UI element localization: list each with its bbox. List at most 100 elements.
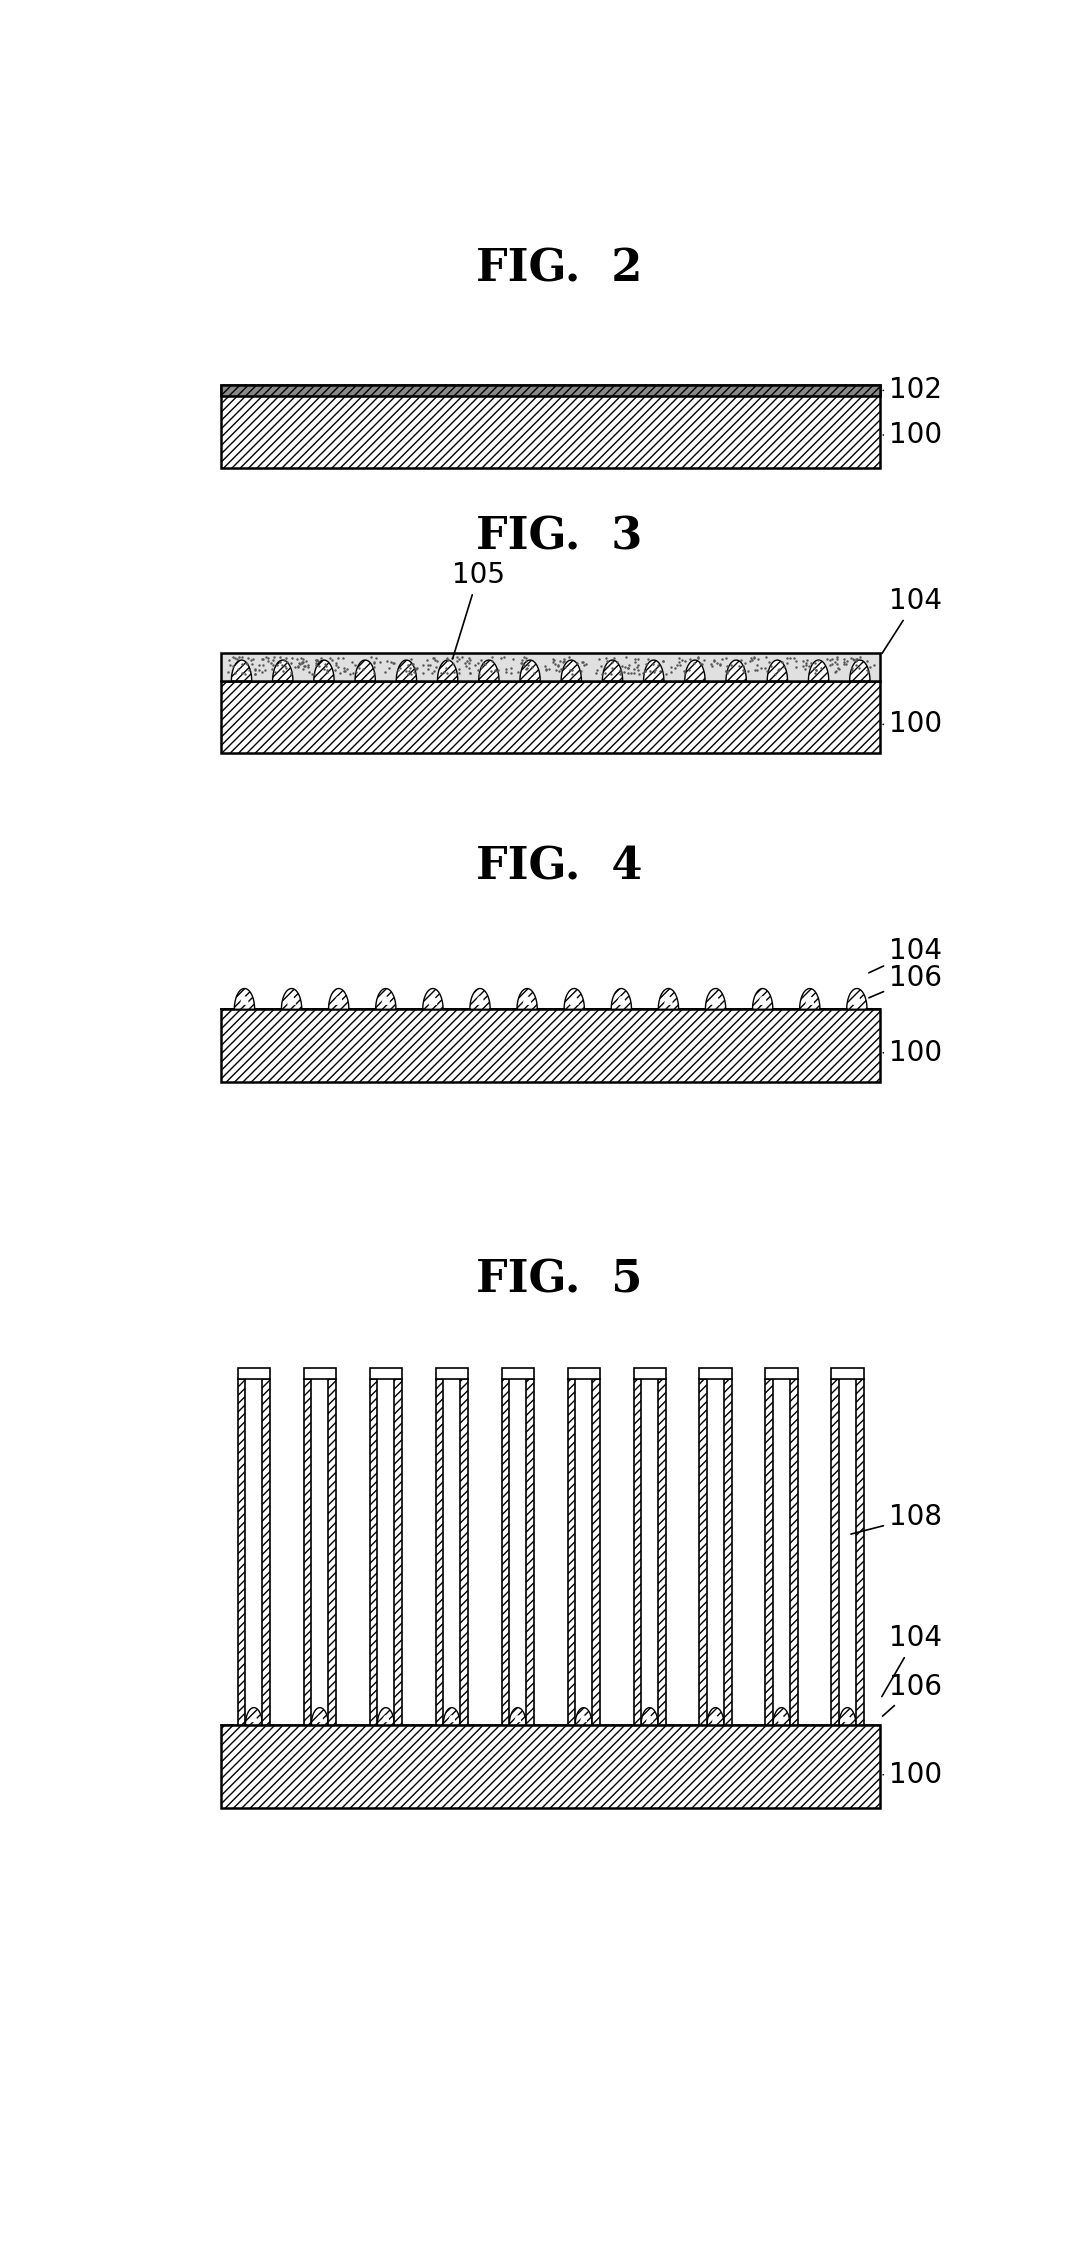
Bar bbox=[220, 1724, 880, 1807]
Polygon shape bbox=[707, 1708, 724, 1724]
Polygon shape bbox=[476, 997, 484, 1006]
Polygon shape bbox=[396, 660, 417, 680]
Bar bbox=[303, 1378, 311, 1724]
Text: 100: 100 bbox=[884, 422, 942, 449]
Bar bbox=[592, 1378, 600, 1724]
Bar bbox=[856, 1378, 864, 1724]
Bar bbox=[724, 1378, 732, 1724]
Polygon shape bbox=[523, 997, 531, 1006]
Bar bbox=[831, 1367, 864, 1378]
Polygon shape bbox=[377, 1708, 394, 1724]
Bar bbox=[567, 1367, 600, 1378]
Polygon shape bbox=[839, 1708, 856, 1724]
Text: 102: 102 bbox=[884, 377, 942, 404]
Bar bbox=[220, 386, 880, 395]
Text: 100: 100 bbox=[884, 709, 942, 739]
Bar bbox=[238, 1378, 245, 1724]
Polygon shape bbox=[618, 997, 625, 1006]
Text: 104: 104 bbox=[882, 588, 942, 653]
Polygon shape bbox=[753, 988, 772, 1010]
Bar bbox=[502, 1367, 533, 1378]
Polygon shape bbox=[316, 1715, 323, 1722]
Bar bbox=[634, 1378, 642, 1724]
Polygon shape bbox=[564, 988, 585, 1010]
Bar bbox=[220, 653, 880, 680]
Polygon shape bbox=[767, 660, 788, 680]
Polygon shape bbox=[429, 997, 437, 1006]
Polygon shape bbox=[778, 1715, 784, 1722]
Polygon shape bbox=[423, 988, 443, 1010]
Polygon shape bbox=[685, 660, 705, 680]
Polygon shape bbox=[514, 1715, 521, 1722]
Polygon shape bbox=[245, 1708, 262, 1724]
Text: FIG.  4: FIG. 4 bbox=[476, 846, 643, 889]
Bar bbox=[567, 1378, 575, 1724]
Polygon shape bbox=[251, 1715, 257, 1722]
Polygon shape bbox=[382, 997, 391, 1006]
Polygon shape bbox=[758, 997, 767, 1006]
Text: FIG.  2: FIG. 2 bbox=[476, 247, 643, 290]
Bar bbox=[370, 1367, 401, 1378]
Bar bbox=[766, 1378, 774, 1724]
Text: 106: 106 bbox=[883, 1673, 942, 1715]
Text: 108: 108 bbox=[851, 1504, 942, 1533]
Polygon shape bbox=[658, 988, 679, 1010]
Text: 105: 105 bbox=[452, 561, 505, 658]
Bar bbox=[220, 1010, 880, 1082]
Bar bbox=[790, 1378, 798, 1724]
Polygon shape bbox=[726, 660, 746, 680]
Polygon shape bbox=[281, 988, 302, 1010]
Polygon shape bbox=[706, 988, 726, 1010]
Polygon shape bbox=[448, 1715, 455, 1722]
Bar bbox=[658, 1378, 666, 1724]
Polygon shape bbox=[509, 1708, 526, 1724]
Polygon shape bbox=[808, 660, 829, 680]
Polygon shape bbox=[644, 660, 664, 680]
Bar bbox=[394, 1378, 401, 1724]
Text: 100: 100 bbox=[884, 1760, 942, 1789]
Polygon shape bbox=[602, 660, 623, 680]
Polygon shape bbox=[470, 988, 490, 1010]
Polygon shape bbox=[240, 997, 249, 1006]
Polygon shape bbox=[443, 1708, 460, 1724]
Polygon shape bbox=[646, 1715, 654, 1722]
Text: 104: 104 bbox=[882, 1625, 942, 1697]
Bar bbox=[460, 1378, 468, 1724]
Polygon shape bbox=[383, 1715, 389, 1722]
Bar bbox=[526, 1378, 533, 1724]
Polygon shape bbox=[235, 988, 254, 1010]
Text: 104: 104 bbox=[868, 936, 942, 972]
Bar bbox=[220, 386, 880, 469]
Polygon shape bbox=[664, 997, 673, 1006]
Polygon shape bbox=[844, 1715, 851, 1722]
Polygon shape bbox=[479, 660, 499, 680]
Bar bbox=[370, 1378, 377, 1724]
Polygon shape bbox=[805, 997, 814, 1006]
Polygon shape bbox=[611, 988, 632, 1010]
Polygon shape bbox=[287, 997, 296, 1006]
Text: 106: 106 bbox=[868, 963, 942, 997]
Bar bbox=[435, 1378, 443, 1724]
Bar bbox=[766, 1367, 798, 1378]
Polygon shape bbox=[711, 997, 720, 1006]
Polygon shape bbox=[850, 660, 870, 680]
Bar bbox=[699, 1378, 707, 1724]
Polygon shape bbox=[328, 988, 349, 1010]
Bar bbox=[220, 680, 880, 754]
Polygon shape bbox=[335, 997, 343, 1006]
Polygon shape bbox=[570, 997, 578, 1006]
Bar bbox=[634, 1367, 666, 1378]
Polygon shape bbox=[520, 660, 540, 680]
Polygon shape bbox=[375, 988, 396, 1010]
Text: FIG.  3: FIG. 3 bbox=[476, 514, 643, 559]
Bar bbox=[831, 1378, 839, 1724]
Text: FIG.  5: FIG. 5 bbox=[476, 1259, 643, 1302]
Polygon shape bbox=[580, 1715, 587, 1722]
Polygon shape bbox=[847, 988, 867, 1010]
Bar bbox=[238, 1367, 269, 1378]
Bar bbox=[303, 1367, 336, 1378]
Text: 100: 100 bbox=[884, 1039, 942, 1066]
Polygon shape bbox=[853, 997, 861, 1006]
Polygon shape bbox=[314, 660, 334, 680]
Polygon shape bbox=[311, 1708, 328, 1724]
